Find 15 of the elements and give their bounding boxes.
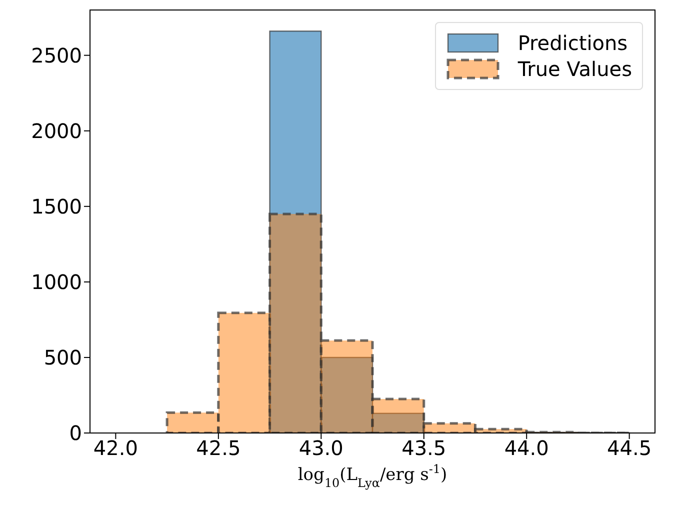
- x-tick-label: 43.5: [402, 436, 446, 460]
- legend-label: True Values: [518, 57, 632, 81]
- y-tick-label: 1000: [31, 270, 82, 294]
- y-tick-label: 1500: [31, 194, 82, 218]
- y-tick-label: 2000: [31, 118, 82, 143]
- x-tick-label: 42.5: [196, 436, 241, 460]
- y-tick-label: 2500: [31, 43, 82, 68]
- x-tick-label: 42.0: [93, 436, 138, 460]
- x-tick-label: 44.0: [504, 436, 549, 460]
- y-tick-label: 500: [44, 346, 82, 370]
- legend-label: Predictions: [518, 31, 628, 55]
- x-axis-title: log$_{10}$(L$_{Lyα}$/erg s$^{-1}$): [298, 462, 448, 490]
- x-tick-label: 44.5: [607, 436, 652, 460]
- y-tick-label: 0: [69, 421, 82, 446]
- x-tick-label: 43.0: [298, 436, 344, 460]
